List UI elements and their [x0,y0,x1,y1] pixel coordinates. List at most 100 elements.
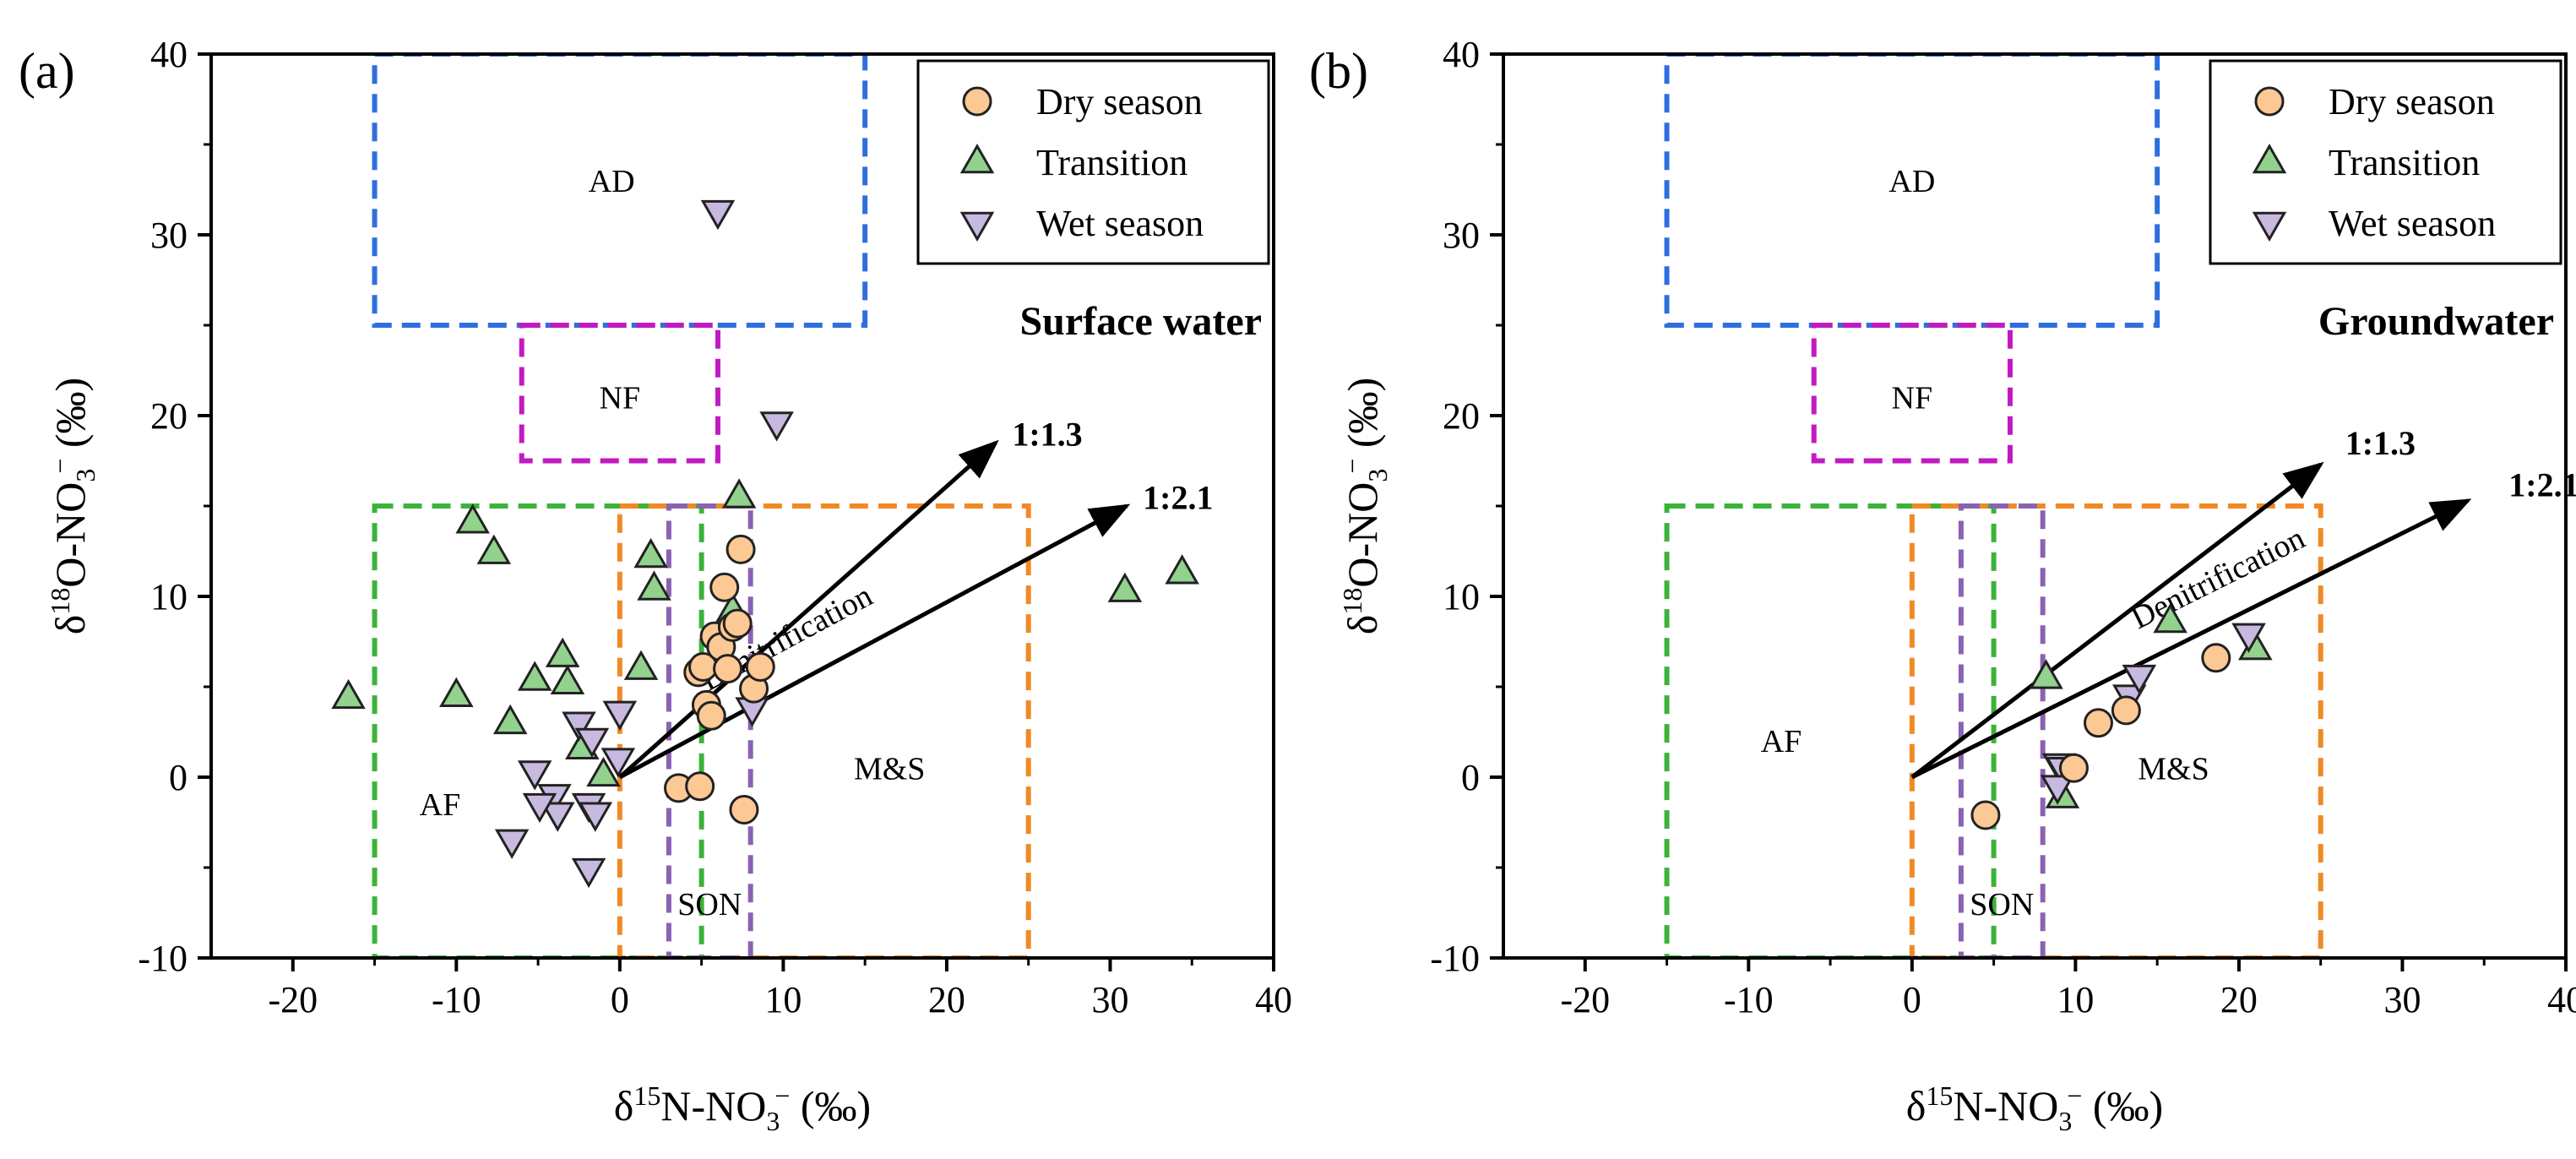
x-tick-label: 20 [2220,979,2258,1020]
legend-label-transition: Transition [1036,142,1187,183]
region-ms-box [1909,503,2323,958]
y-tick-label: 40 [150,34,187,75]
point-transition [721,478,757,509]
y-axis-title: δ18O-NO3− (‰) [1337,378,1393,634]
point-transition [331,678,366,710]
panel-a: ADNFAFM&SSON1:1.31:2.1Denitrification-20… [19,34,1292,1136]
region-son-box [1958,503,2046,958]
x-tick-label: 20 [928,979,965,1020]
point-transition [2153,602,2187,634]
y-tick-label: -10 [1430,938,1480,979]
x-tick-label: -20 [268,979,318,1020]
point-dry [696,700,726,731]
legend-label-dry: Dry season [2329,81,2495,122]
legend: Dry season Transition Wet season [916,59,1270,265]
point-wet [601,748,636,778]
point-transition [1165,554,1199,585]
panel-letter: (a) [19,43,75,99]
point-wet [541,802,575,832]
point-wet [517,760,552,791]
arrow-label: 1:1.3 [2345,424,2416,462]
point-wet [574,727,610,759]
point-dry [745,651,775,682]
x-tick-label: -10 [1724,979,1774,1020]
y-tick-label: -10 [138,938,187,979]
x-tick-label: 10 [764,979,802,1020]
legend-label-wet: Wet season [1036,203,1204,244]
region-nf-box [1811,323,2013,464]
point-dry [2058,753,2089,783]
legend-label-transition: Transition [2329,142,2480,183]
data-points [331,199,1199,889]
legend-label-wet: Wet season [2329,203,2496,244]
point-wet [2122,664,2157,695]
region-label-nf: NF [1892,381,1933,416]
arrow-ratio-1-1-3 [618,439,999,779]
point-transition [1107,572,1143,602]
region-nf-box [519,323,720,464]
point-dry [1970,800,2001,830]
point-wet [759,411,794,442]
region-ms-box [617,503,1031,958]
point-transition [492,704,528,735]
legend-marker-wet [2252,211,2287,242]
point-transition [586,756,621,787]
point-wet [2231,623,2266,653]
x-tick-label: -10 [432,979,481,1020]
point-transition [550,664,585,694]
arrow-ratio-1-2-1 [618,503,1131,780]
y-tick-label: 0 [1461,757,1480,798]
point-dry [685,771,715,802]
x-tick-label: 0 [1903,979,1921,1020]
panel-title: Groundwater [2318,299,2554,344]
point-transition [545,637,580,667]
legend-marker-wet [959,211,995,242]
x-tick-label: 30 [1091,979,1128,1020]
y-tick-label: 10 [150,576,187,618]
x-axis-title: δ15N-NO3− (‰) [1906,1080,2163,1136]
data-points [1970,602,2273,830]
point-transition [517,661,552,691]
y-tick-label: 40 [1443,34,1480,75]
point-dry [713,654,743,684]
arrow-ratio-1-2-1 [1910,498,2472,780]
y-axis-title: δ18O-NO3− (‰) [45,378,101,634]
region-label-son: SON [677,887,742,922]
point-wet [522,792,557,824]
region-af-box [1664,503,1997,958]
point-dry [2111,695,2141,726]
region-label-ms: M&S [2138,751,2209,786]
arrow-ratio-1-1-3 [1910,461,2324,779]
point-wet [494,829,530,859]
y-tick-label: 30 [1443,215,1480,256]
point-dry [722,608,753,639]
point-dry [2083,708,2113,738]
region-label-nf: NF [600,381,641,416]
point-wet [562,711,596,742]
point-transition [455,503,490,534]
point-transition [439,677,474,707]
point-transition [476,534,512,564]
source-regions [1664,54,2323,958]
panel-title: Surface water [1019,299,1262,344]
point-dry [726,534,756,564]
y-tick-label: 10 [1443,576,1480,618]
point-dry [709,572,740,602]
y-tick-label: 20 [1443,395,1480,437]
point-transition [633,537,668,569]
point-transition [623,650,659,680]
arrow-label: 1:2.1 [1143,478,1213,516]
x-tick-label: 40 [1255,979,1292,1020]
legend-marker-dry [2254,86,2285,117]
x-tick-label: 30 [2383,979,2421,1020]
arrow-label: 1:1.3 [1012,415,1082,453]
y-tick-label: 0 [169,757,187,798]
point-wet [700,199,736,231]
panel-letter: (b) [1309,43,1368,99]
point-wet [602,700,638,731]
legend: Dry season Transition Wet season [2209,59,2562,265]
point-wet [571,857,606,889]
region-label-ms: M&S [854,751,925,786]
point-transition [2029,659,2063,689]
